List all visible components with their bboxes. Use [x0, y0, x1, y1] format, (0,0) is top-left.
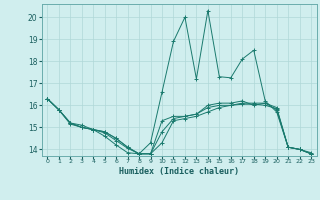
X-axis label: Humidex (Indice chaleur): Humidex (Indice chaleur): [119, 167, 239, 176]
